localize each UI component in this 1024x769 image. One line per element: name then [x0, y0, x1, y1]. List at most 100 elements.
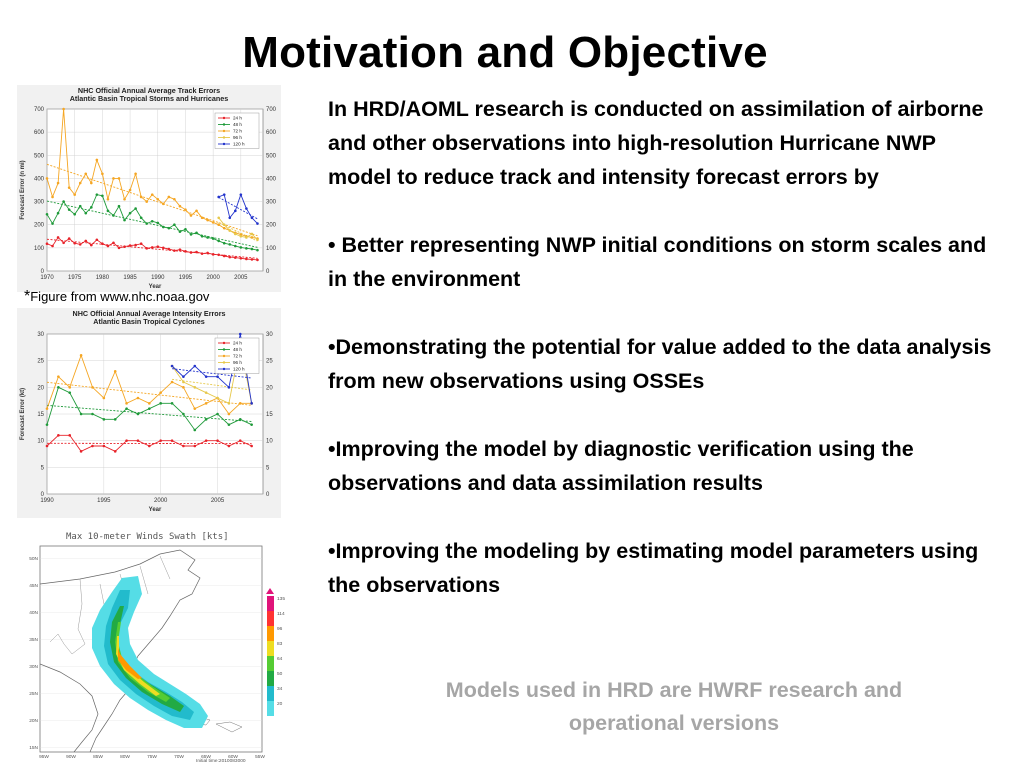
data-point — [107, 210, 110, 213]
data-point — [103, 445, 106, 448]
map-lat-tick: 50N — [29, 556, 38, 562]
data-point — [91, 386, 94, 389]
map-lat-tick: 45N — [29, 583, 38, 589]
body-text: In HRD/AOML research is conducted on ass… — [328, 92, 1000, 636]
track-error-chart: NHC Official Annual Average Track Errors… — [17, 85, 281, 292]
data-point — [79, 243, 82, 246]
data-point — [171, 439, 174, 442]
data-point — [223, 255, 226, 258]
data-point — [168, 227, 171, 230]
data-point — [245, 258, 248, 261]
x-tick-label: 1990 — [151, 275, 165, 281]
data-point — [193, 429, 196, 432]
colorbar-segment — [267, 701, 274, 716]
legend-label: 24 h — [233, 341, 242, 346]
data-point — [195, 210, 198, 213]
data-point — [206, 236, 209, 239]
intro-paragraph: In HRD/AOML research is conducted on ass… — [328, 92, 1000, 194]
map-lat-tick: 35N — [29, 637, 38, 643]
map-lon-tick: 80W — [120, 754, 130, 760]
data-point — [201, 235, 204, 238]
colorbar-label: 20 — [277, 701, 283, 707]
data-point — [256, 222, 259, 225]
data-point — [245, 247, 248, 250]
legend-marker — [223, 355, 225, 357]
colorbar-label: 64 — [277, 656, 283, 662]
data-point — [234, 233, 237, 236]
map-footnote: Initial time:2010083000 — [196, 758, 246, 764]
data-point — [79, 182, 82, 185]
data-point — [73, 242, 76, 245]
data-point — [179, 230, 182, 233]
data-point — [184, 228, 187, 231]
data-point — [68, 391, 71, 394]
colorbar-label: 96 — [277, 626, 283, 632]
legend-label: 120 h — [233, 142, 245, 147]
data-point — [205, 391, 208, 394]
legend-label: 96 h — [233, 135, 242, 140]
data-point — [205, 439, 208, 442]
data-point — [217, 216, 220, 219]
y-tick-label: 20 — [37, 385, 44, 391]
y-tick-label: 600 — [34, 130, 45, 136]
data-point — [68, 208, 71, 211]
data-point — [228, 423, 231, 426]
data-point — [234, 256, 237, 259]
legend-label: 72 h — [233, 129, 242, 134]
data-point — [101, 242, 104, 245]
data-point — [173, 198, 176, 201]
y-tick-label-right: 30 — [266, 332, 273, 338]
data-point — [51, 222, 54, 225]
colorbar-label: 135 — [277, 596, 285, 602]
map-title: Max 10-meter Winds Swath [kts] — [66, 532, 229, 542]
data-point — [156, 222, 159, 225]
data-point — [151, 193, 154, 196]
data-point — [90, 182, 93, 185]
y-tick-label-right: 15 — [266, 412, 273, 418]
legend-label: 48 h — [233, 122, 242, 127]
data-point — [91, 445, 94, 448]
y-tick-label: 25 — [37, 359, 44, 365]
data-point — [195, 251, 198, 254]
data-point — [212, 221, 215, 224]
data-point — [145, 200, 148, 203]
data-point — [46, 407, 49, 410]
data-point — [239, 402, 242, 405]
data-point — [240, 257, 243, 260]
data-point — [182, 375, 185, 378]
data-point — [193, 365, 196, 368]
data-point — [216, 439, 219, 442]
data-point — [62, 108, 65, 111]
y-tick-label: 15 — [37, 412, 44, 418]
data-point — [46, 445, 49, 448]
y-tick-label-right: 0 — [266, 269, 270, 275]
data-point — [84, 240, 87, 243]
data-point — [84, 212, 87, 215]
data-point — [151, 246, 154, 249]
x-tick-label: 1970 — [40, 275, 54, 281]
figure-caption: *Figure from www.nhc.noaa.gov — [24, 288, 209, 306]
x-tick-label: 2000 — [206, 275, 220, 281]
data-point — [46, 213, 49, 216]
data-point — [234, 245, 237, 248]
data-point — [251, 258, 254, 261]
data-point — [114, 418, 117, 421]
data-point — [195, 232, 198, 235]
data-point — [190, 251, 193, 254]
colorbar-segment — [267, 596, 274, 611]
data-point — [62, 241, 65, 244]
data-point — [107, 198, 110, 201]
data-point — [159, 402, 162, 405]
x-tick-label: 1995 — [97, 498, 111, 504]
data-point — [148, 402, 151, 405]
data-point — [129, 212, 132, 215]
data-point — [114, 370, 117, 373]
data-point — [51, 245, 54, 248]
data-point — [125, 407, 128, 410]
data-point — [245, 236, 248, 239]
data-point — [62, 200, 65, 203]
data-point — [118, 247, 121, 250]
data-point — [112, 177, 115, 180]
x-tick-label: 1975 — [68, 275, 82, 281]
data-point — [240, 193, 243, 196]
